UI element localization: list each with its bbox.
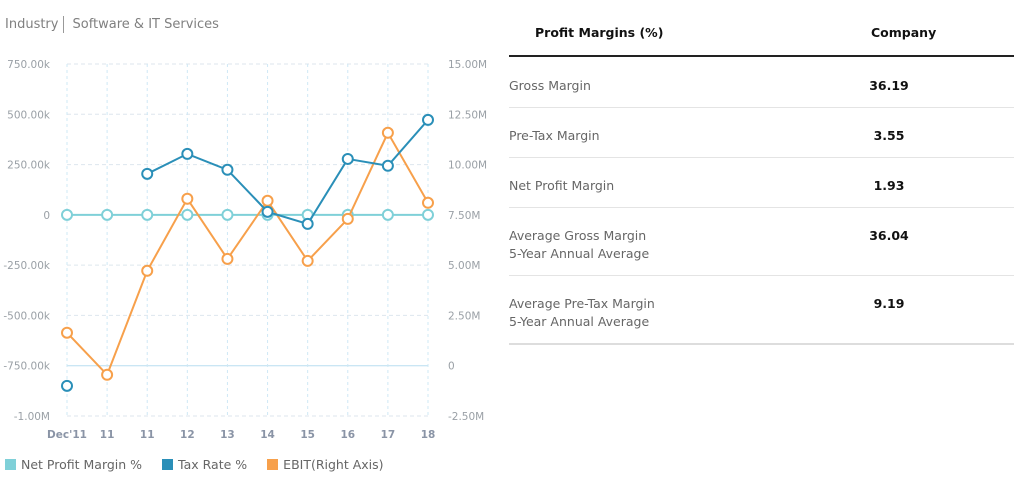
left-axis-tick: -500.00k — [3, 310, 51, 322]
table-row: Average Gross Margin 5-Year Annual Averag… — [509, 208, 1014, 276]
row-value: 36.04 — [869, 228, 909, 243]
data-point-tax-rate — [141, 167, 154, 180]
data-point-net-profit-margin — [101, 208, 114, 221]
legend-swatch — [162, 459, 174, 470]
x-axis-tick: 12 — [180, 429, 195, 441]
x-axis-tick: 15 — [300, 429, 315, 441]
row-label: Pre-Tax Margin — [509, 128, 600, 143]
data-point-ebit-right-axis — [341, 212, 354, 225]
row-label: Average Gross Margin 5-Year Annual Averag… — [509, 227, 649, 263]
data-point-tax-rate — [301, 217, 314, 230]
x-axis-tick: 17 — [381, 429, 396, 441]
row-label: Net Profit Margin — [509, 178, 615, 193]
data-point-ebit-right-axis — [221, 252, 234, 265]
row-label-main: Average Gross Margin — [509, 228, 647, 243]
column-header-metric: Profit Margins (%) — [535, 25, 664, 40]
legend-swatch — [5, 459, 16, 470]
legend-label: EBIT(Right Axis) — [283, 457, 384, 472]
legend-tax-rate[interactable]: Tax Rate % — [162, 457, 247, 472]
industry-header: Industry Software & IT Services — [5, 16, 219, 33]
data-point-net-profit-margin — [221, 208, 234, 221]
data-point-tax-rate — [381, 159, 394, 172]
data-point-ebit-right-axis — [381, 126, 394, 139]
left-axis-tick: 500.00k — [7, 109, 51, 121]
data-point-net-profit-margin — [181, 208, 194, 221]
left-axis-tick: -250.00k — [3, 260, 51, 272]
row-label: Average Pre-Tax Margin 5-Year Annual Aver… — [509, 295, 655, 331]
data-point-tax-rate — [181, 147, 194, 160]
x-axis-tick: 11 — [140, 429, 155, 441]
row-label-sub: 5-Year Annual Average — [509, 246, 650, 261]
row-value: 3.55 — [873, 128, 905, 143]
table-row: Gross Margin 36.19 — [509, 57, 1014, 108]
data-point-net-profit-margin — [381, 208, 394, 221]
left-axis-tick: 0 — [43, 210, 50, 222]
data-point-ebit-right-axis — [101, 368, 114, 381]
chart-legend: Net Profit Margin % Tax Rate % EBIT(Righ… — [5, 457, 384, 472]
row-value: 9.19 — [873, 296, 905, 311]
series-line-tax-rate — [146, 119, 429, 226]
table-row: Pre-Tax Margin 3.55 — [509, 108, 1014, 158]
legend-label: Net Profit Margin % — [21, 457, 143, 472]
right-axis-tick: 2.50M — [448, 310, 480, 322]
table-row: Average Pre-Tax Margin 5-Year Annual Aver… — [509, 276, 1014, 345]
row-value: 36.19 — [869, 78, 909, 93]
data-point-tax-rate — [61, 379, 73, 392]
industry-label: Industry — [5, 17, 59, 32]
profit-chart: 750.00k 15.00M 500.00k 12.50M 250.00k 10.00M 0… — [3, 59, 487, 441]
data-point-tax-rate — [422, 113, 434, 126]
data-point-net-profit-margin — [61, 208, 73, 221]
left-axis-tick: -750.00k — [3, 361, 51, 373]
x-axis-tick: 14 — [260, 429, 275, 441]
data-point-tax-rate — [261, 205, 274, 218]
data-point-net-profit-margin — [422, 208, 434, 221]
right-axis-tick: 0 — [448, 361, 455, 373]
data-point-tax-rate — [341, 152, 354, 165]
data-point-net-profit-margin — [141, 208, 154, 221]
industry-value: Software & IT Services — [72, 17, 219, 32]
data-point-ebit-right-axis — [261, 194, 274, 207]
x-axis-tick: 16 — [340, 429, 355, 441]
data-point-ebit-right-axis — [141, 264, 154, 277]
left-axis-tick: 750.00k — [7, 59, 51, 71]
header-divider — [509, 55, 1014, 57]
table-row: Net Profit Margin 1.93 — [509, 158, 1014, 208]
legend-label: Tax Rate % — [178, 457, 248, 472]
legend-swatch — [267, 459, 279, 470]
data-point-ebit-right-axis — [301, 254, 314, 267]
column-header-company: Company — [871, 25, 937, 40]
x-axis-tick: 11 — [100, 429, 115, 441]
x-axis-tick: 13 — [220, 429, 235, 441]
row-label-main: Average Pre-Tax Margin — [509, 296, 655, 311]
left-axis-tick: 250.00k — [7, 160, 51, 172]
right-axis-tick: -2.50M — [448, 411, 484, 423]
right-axis-tick: 5.00M — [448, 260, 480, 272]
data-point-tax-rate — [221, 163, 234, 176]
x-axis-tick: 18 — [421, 429, 436, 441]
row-label: Gross Margin — [509, 78, 591, 93]
right-axis-tick: 15.00M — [448, 59, 487, 71]
series-line-ebit-right-axis — [66, 130, 429, 377]
divider — [63, 16, 65, 33]
row-value: 1.93 — [873, 178, 905, 193]
row-label-sub: 5-Year Annual Average — [509, 314, 650, 329]
data-point-ebit-right-axis — [61, 326, 73, 339]
legend-net-profit-margin[interactable]: Net Profit Margin % — [5, 457, 142, 472]
right-axis-tick: 12.50M — [448, 109, 487, 121]
x-axis-tick: Dec'11 — [47, 429, 87, 441]
right-axis-tick: 10.00M — [448, 160, 487, 172]
right-axis-tick: 7.50M — [448, 210, 480, 222]
legend-ebit[interactable]: EBIT(Right Axis) — [267, 457, 384, 472]
data-point-ebit-right-axis — [181, 192, 194, 205]
left-axis-tick: -1.00M — [14, 411, 50, 423]
data-point-ebit-right-axis — [422, 196, 434, 209]
